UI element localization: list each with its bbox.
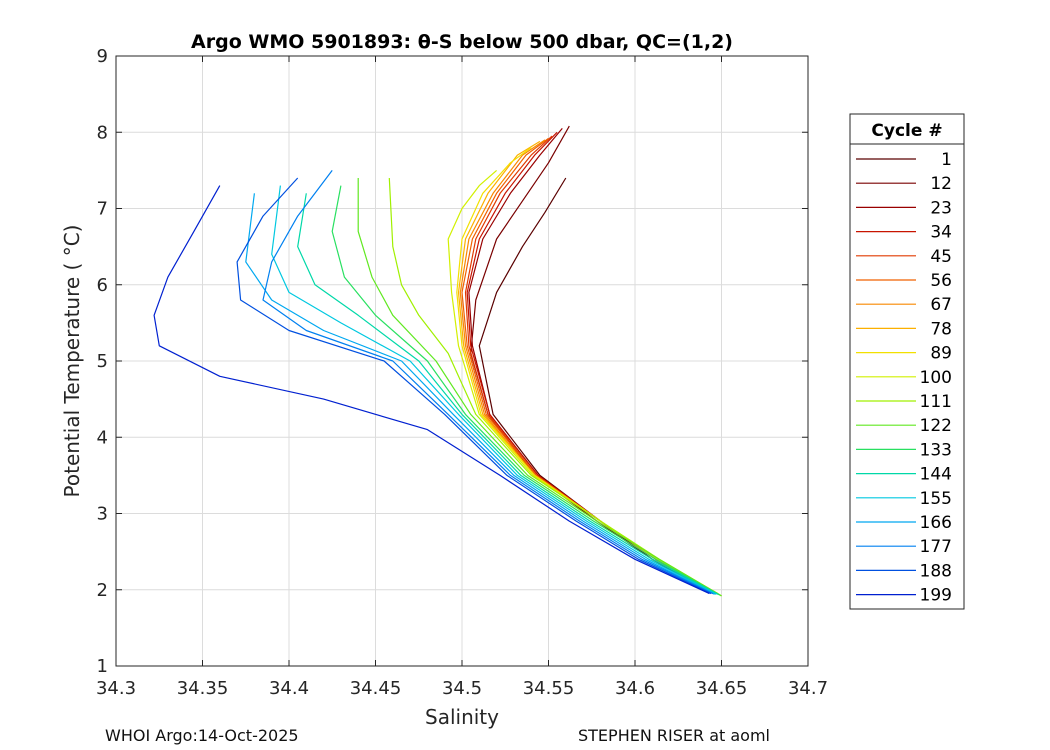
y-tick-label: 7 [97,199,108,220]
y-tick-label: 1 [97,656,108,677]
legend-entries: 1 12 23 34 45 56 67 78 89 100 111 122 133 144 155 166 17… [856,150,952,606]
x-axis-label: Salinity [425,705,499,729]
series-line-cycle-1 [478,177,714,595]
legend-label: 166 [920,513,952,533]
series-line-cycle-111 [388,177,722,597]
series-line-cycle-144 [297,193,719,595]
series-line-cycle-188 [236,177,712,595]
legend: Cycle # 1 12 23 34 45 56 67 78 89 100 111 122 133 144… [849,113,965,610]
y-tick-label: 2 [97,580,108,601]
chart-title: Argo WMO 5901893: θ-S below 500 dbar, QC… [191,31,733,53]
legend-label: 177 [920,537,952,557]
x-tick-label: 34.35 [177,678,229,699]
x-tick-label: 34.65 [696,678,748,699]
series-line-cycle-166 [245,193,715,595]
series-line-cycle-155 [271,185,717,595]
series-line-cycle-177 [262,170,714,595]
legend-label: 67 [930,295,952,315]
legend-label: 12 [930,174,952,194]
x-tick-label: 34.6 [615,678,655,699]
legend-label: 1 [941,150,952,170]
x-tick-label: 34.55 [523,678,575,699]
series-line-cycle-199 [153,185,710,595]
x-tick-label: 34.45 [350,678,402,699]
legend-label: 111 [920,392,952,412]
y-tick-label: 8 [97,122,108,143]
axis-ticks: 34.3 34.35 34.4 34.45 34.5 34.55 34.6 34.65 34.7… [96,46,828,699]
legend-label: 133 [920,440,952,460]
series-line-cycle-122 [357,178,722,597]
y-tick-label: 5 [97,351,108,372]
legend-label: 23 [930,198,952,218]
y-tick-label: 9 [97,46,108,67]
y-tick-label: 3 [97,504,108,525]
y-axis-label: Potential Temperature ( °C) [60,225,84,498]
legend-label: 155 [920,489,952,509]
y-tick-label: 4 [97,427,108,448]
legend-label: 56 [930,271,952,291]
x-tick-label: 34.7 [788,678,828,699]
legend-label: 89 [930,344,952,364]
legend-label: 100 [920,368,952,388]
legend-label: 199 [920,586,952,606]
legend-label: 34 [930,223,952,243]
y-tick-label: 6 [97,275,108,296]
footer-right-text: STEPHEN RISER at aoml [578,726,770,745]
footer-left-text: WHOI Argo:14-Oct-2025 [105,726,299,745]
x-tick-label: 34.5 [442,678,482,699]
legend-label: 144 [920,465,952,485]
x-tick-label: 34.4 [269,678,309,699]
series-lines [153,125,722,597]
series-line-cycle-133 [331,185,721,596]
x-tick-label: 34.3 [96,678,136,699]
legend-title: Cycle # [871,121,942,141]
legend-box [849,113,965,610]
legend-label: 188 [920,561,952,581]
legend-label: 78 [930,319,952,339]
legend-label: 122 [920,416,952,436]
legend-label: 45 [930,247,952,267]
